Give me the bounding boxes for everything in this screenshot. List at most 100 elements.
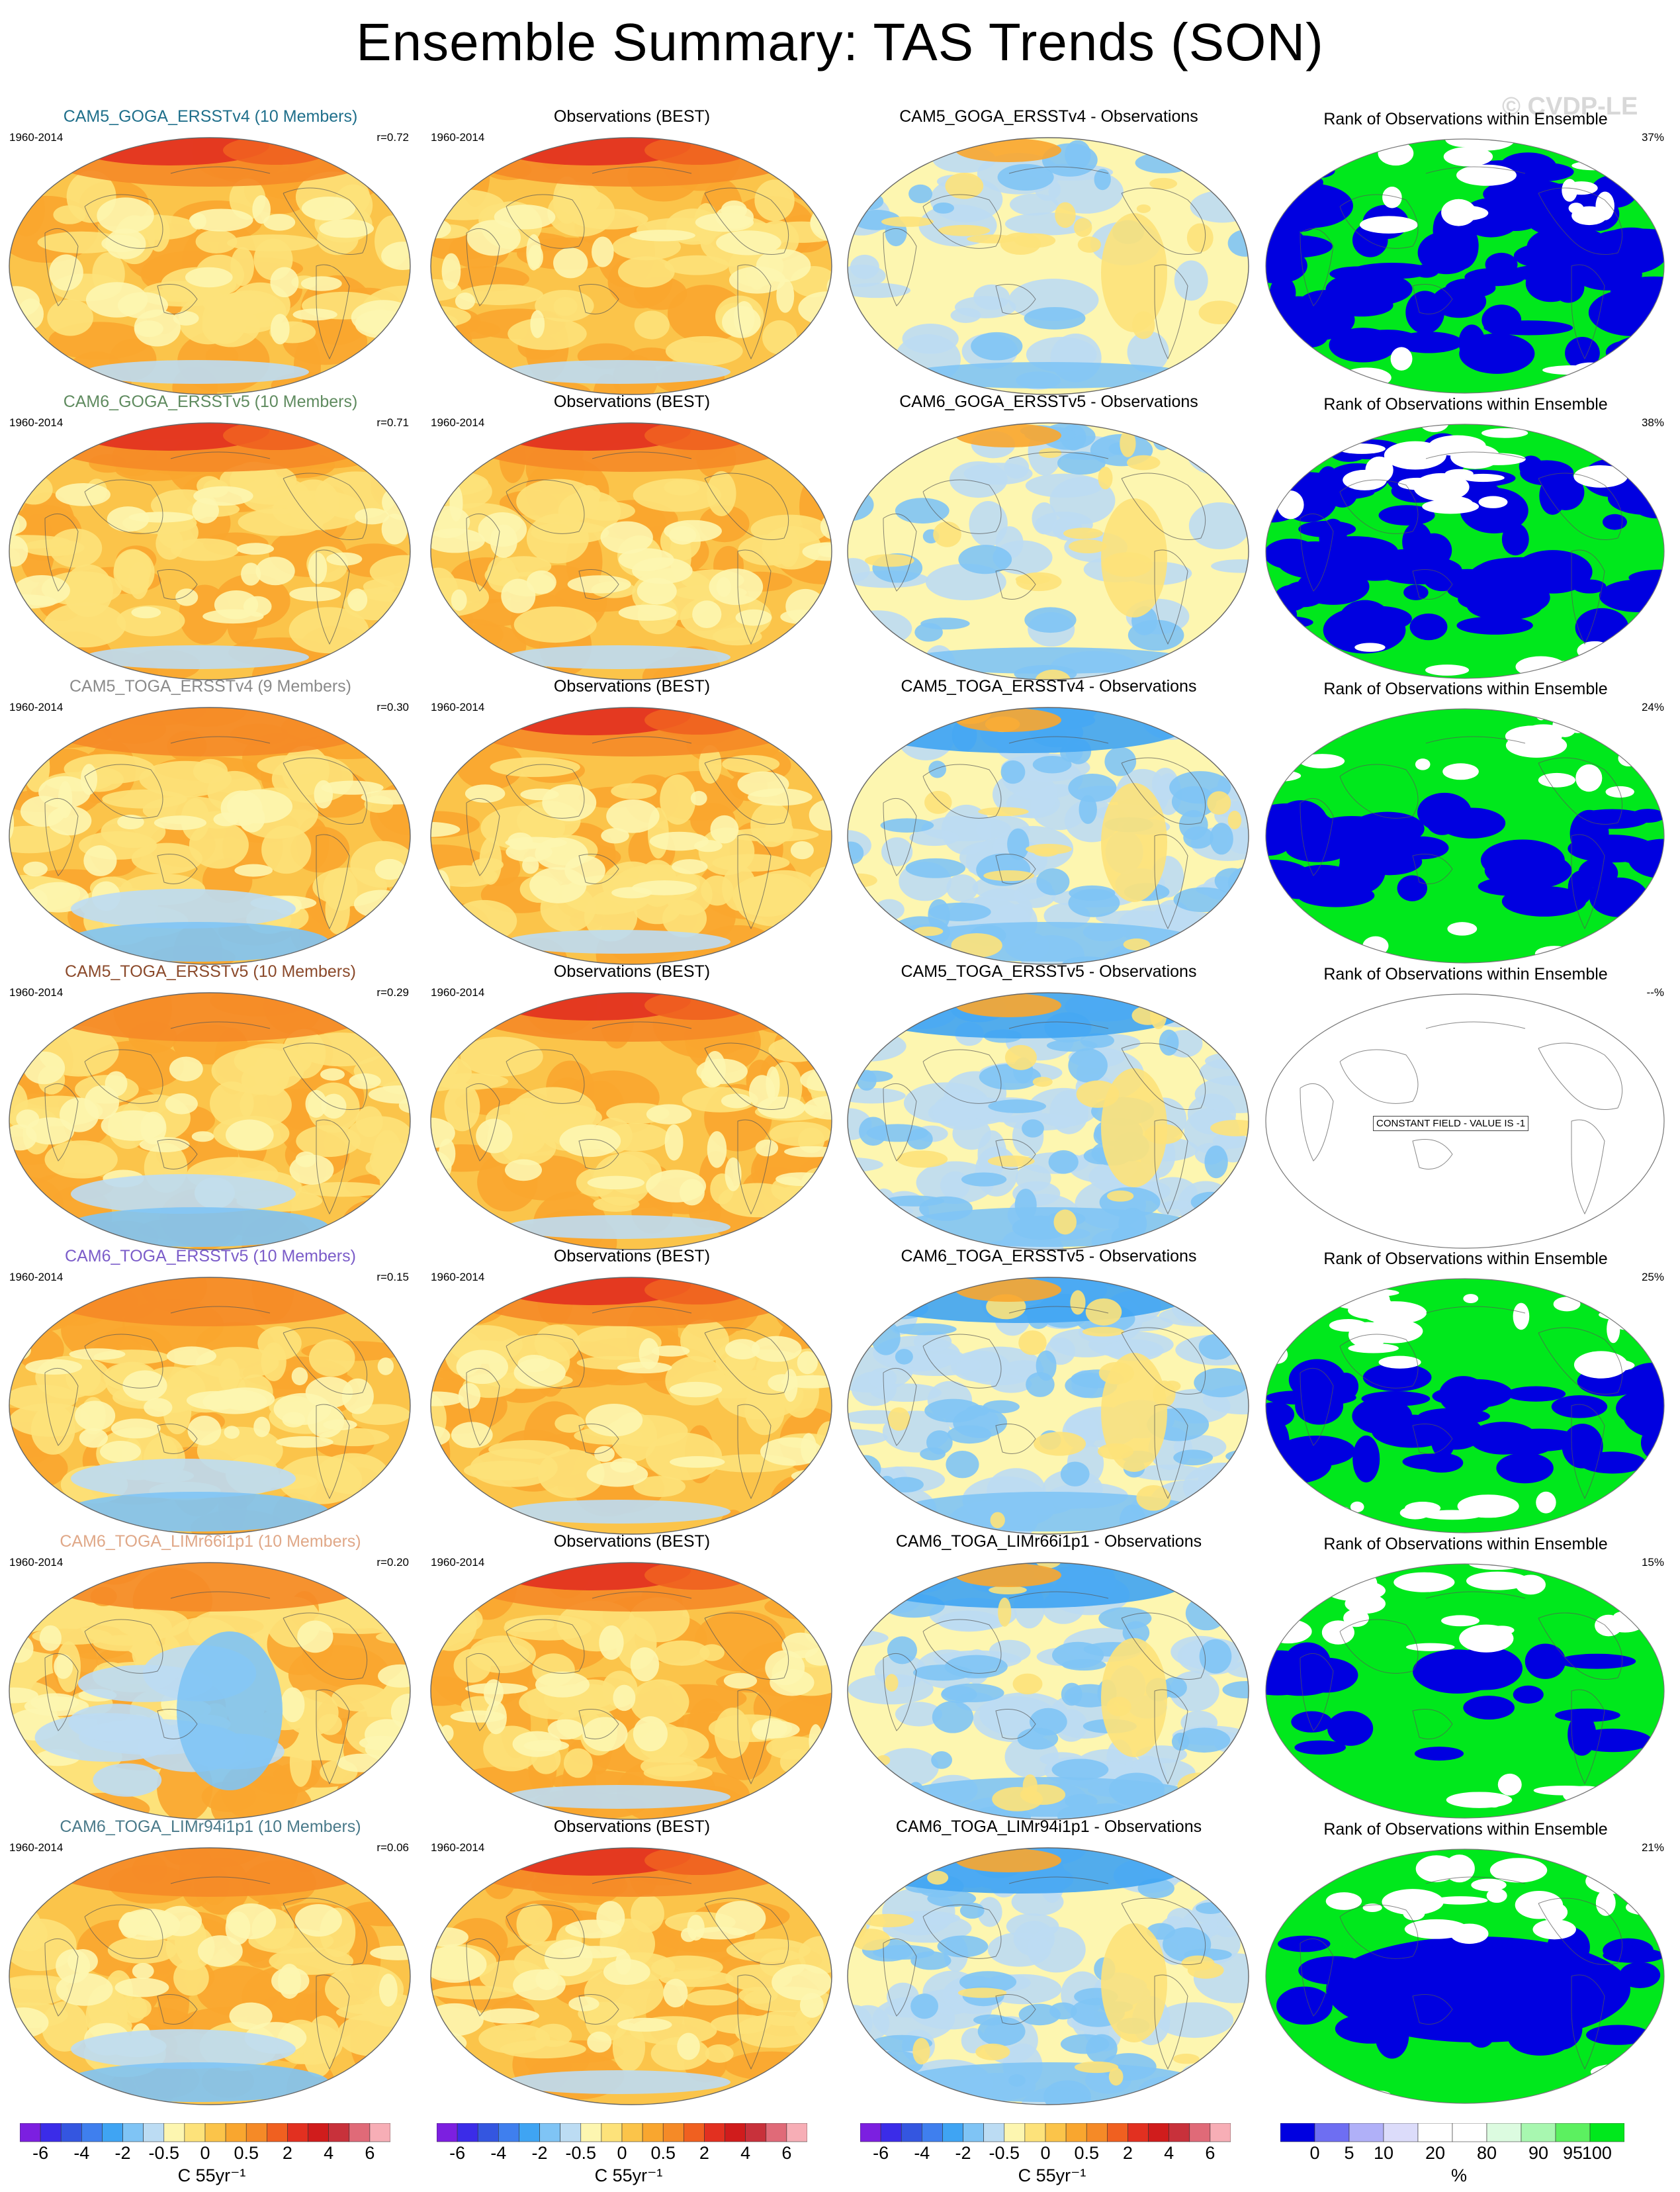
rank-percent-label: 25% [1641,1271,1664,1284]
model-panel-title: CAM6_TOGA_LIMr94i1p1 (10 Members) [60,1817,361,1836]
period-label: 1960-2014 [9,1271,64,1284]
trend-map [847,707,1249,965]
colorbar-tick-label: 0.5 [650,2143,676,2163]
trend-map [430,1562,832,1820]
trend-map [847,137,1249,395]
period-label: 1960-2014 [431,416,485,429]
model-panel: CAM6_TOGA_LIMr66i1p1 (10 Members) 1960-20… [5,1532,416,1820]
period-label: 1960-2014 [431,131,485,144]
trend-map [9,992,411,1250]
correlation-label: r=0.30 [376,701,409,714]
diff-panel-title: CAM5_TOGA_ERSSTv4 - Observations [901,677,1197,696]
colorbar-tick-label: 0 [200,2143,210,2163]
colorbar-tick-label: 80 [1476,2143,1497,2163]
model-panel-title: CAM5_GOGA_ERSSTv4 (10 Members) [63,107,358,126]
colorbar-tick-label: 5 [1344,2143,1354,2163]
diff-colorbar: -6 -4 -2 -0.5 0 0.5 2 4 6 C 55yr⁻¹ [860,2123,1244,2192]
colorbar-tick-label: -6 [449,2143,466,2163]
colorbar-tick-label: 95 [1562,2143,1583,2163]
diff-panel-title: CAM6_TOGA_LIMr94i1p1 - Observations [895,1817,1202,1836]
rank-percent-label: 38% [1641,416,1664,429]
rank-panel: Rank of Observations within Ensemble 37% [1260,107,1671,394]
trend-map [847,1847,1249,2105]
rank-map [1265,138,1665,394]
colorbar-tick-label: -0.5 [148,2143,180,2163]
rank-map [1265,1563,1665,1819]
colorbar-tick-label: -4 [914,2143,930,2163]
colorbar-tick-label: 6 [365,2143,375,2163]
model-panel: CAM5_TOGA_ERSSTv4 (9 Members) 1960-2014 r=… [5,677,416,965]
rank-percent-label: 15% [1641,1556,1664,1569]
model-panel-title: CAM5_TOGA_ERSSTv4 (9 Members) [69,677,352,696]
model-panel: CAM6_GOGA_ERSSTv5 (10 Members) 1960-2014 r… [5,392,416,680]
panel-row: CAM6_TOGA_LIMr94i1p1 (10 Members) 1960-20… [0,1817,1680,2105]
diff-panel-title: CAM5_GOGA_ERSSTv4 - Observations [899,107,1198,126]
trend-map [430,1277,832,1535]
obs-panel: Observations (BEST) 1960-2014 [427,1247,837,1535]
colorbar-tick-label: 6 [781,2143,792,2163]
correlation-label: r=0.29 [376,985,409,999]
diff-panel-title: CAM5_TOGA_ERSSTv5 - Observations [901,962,1197,981]
constant-field-label: CONSTANT FIELD - VALUE IS -1 [1373,1115,1529,1131]
obs-colorbar-swatches [436,2123,808,2146]
obs-panel-title: Observations (BEST) [553,677,711,696]
panel-row: CAM6_GOGA_ERSSTv5 (10 Members) 1960-2014 r… [0,392,1680,680]
diff-panel: CAM6_TOGA_LIMr66i1p1 - Observations [844,1532,1254,1820]
trend-map [430,137,832,395]
rank-panel: Rank of Observations within Ensemble --% C… [1260,962,1671,1249]
rank-map [1265,1848,1665,2104]
correlation-label: r=0.71 [376,416,409,429]
trend-map [430,422,832,680]
model-panel: CAM6_TOGA_LIMr94i1p1 (10 Members) 1960-20… [5,1817,416,2105]
rank-panel-title: Rank of Observations within Ensemble [1323,1535,1608,1553]
rank-percent-label: 21% [1641,1841,1664,1854]
model-panel: CAM5_GOGA_ERSSTv4 (10 Members) 1960-2014 r… [5,107,416,395]
obs-panel: Observations (BEST) 1960-2014 [427,962,837,1250]
trend-map [847,1562,1249,1820]
trend-map [430,1847,832,2105]
period-label: 1960-2014 [431,701,485,714]
rank-colorbar: 0 5 10 20 80 90 95 100 % [1280,2123,1638,2192]
model-panel-title: CAM6_GOGA_ERSSTv5 (10 Members) [63,392,358,411]
diff-panel: CAM6_GOGA_ERSSTv5 - Observations [844,392,1254,680]
rank-panel-title: Rank of Observations within Ensemble [1323,394,1608,414]
trend-map [847,1277,1249,1535]
obs-panel-title: Observations (BEST) [553,1532,711,1551]
diff-panel: CAM5_TOGA_ERSSTv5 - Observations [844,962,1254,1250]
obs-panel-title: Observations (BEST) [553,1817,711,1836]
rank-percent-label: 37% [1641,131,1664,144]
rank-map [1265,708,1665,964]
trend-map [9,1847,411,2105]
panel-row: CAM5_TOGA_ERSSTv5 (10 Members) 1960-2014 r… [0,962,1680,1250]
rank-panel: Rank of Observations within Ensemble 21% [1260,1817,1671,2104]
colorbar-tick-label: 0.5 [1074,2143,1099,2163]
panel-row: CAM6_TOGA_LIMr66i1p1 (10 Members) 1960-20… [0,1532,1680,1820]
panel-row: CAM5_TOGA_ERSSTv4 (9 Members) 1960-2014 r=… [0,677,1680,965]
diff-panel: CAM5_TOGA_ERSSTv4 - Observations [844,677,1254,965]
period-label: 1960-2014 [9,1556,64,1569]
period-label: 1960-2014 [9,1841,64,1854]
rank-panel: Rank of Observations within Ensemble 38% [1260,392,1671,679]
model-panel-title: CAM5_TOGA_ERSSTv5 (10 Members) [65,962,356,981]
diff-panel: CAM5_GOGA_ERSSTv4 - Observations [844,107,1254,395]
panel-row: CAM6_TOGA_ERSSTv5 (10 Members) 1960-2014 r… [0,1247,1680,1535]
rank-panel: Rank of Observations within Ensemble 24% [1260,677,1671,964]
rank-panel-title: Rank of Observations within Ensemble [1323,964,1608,983]
period-label: 1960-2014 [431,985,485,999]
diff-panel-title: CAM6_GOGA_ERSSTv5 - Observations [899,392,1198,411]
obs-panel: Observations (BEST) 1960-2014 [427,1817,837,2105]
colorbar-tick-label: 0 [1309,2143,1320,2163]
obs-colorbar: -6 -4 -2 -0.5 0 0.5 2 4 6 C 55yr⁻¹ [436,2123,820,2192]
model-panel-title: CAM6_TOGA_LIMr66i1p1 (10 Members) [60,1532,361,1551]
colorbar-tick-label: -0.5 [989,2143,1020,2163]
model-colorbar-swatches [19,2123,391,2146]
period-label: 1960-2014 [9,131,64,144]
colorbar-tick-label: 2 [1122,2143,1133,2163]
colorbar-tick-label: 6 [1205,2143,1216,2163]
rank-percent-label: 24% [1641,701,1664,714]
diff-panel-title: CAM6_TOGA_LIMr66i1p1 - Observations [895,1532,1202,1551]
trend-map [847,992,1249,1250]
trend-map [9,707,411,965]
colorbar-tick-label: 4 [740,2143,751,2163]
period-label: 1960-2014 [431,1556,485,1569]
